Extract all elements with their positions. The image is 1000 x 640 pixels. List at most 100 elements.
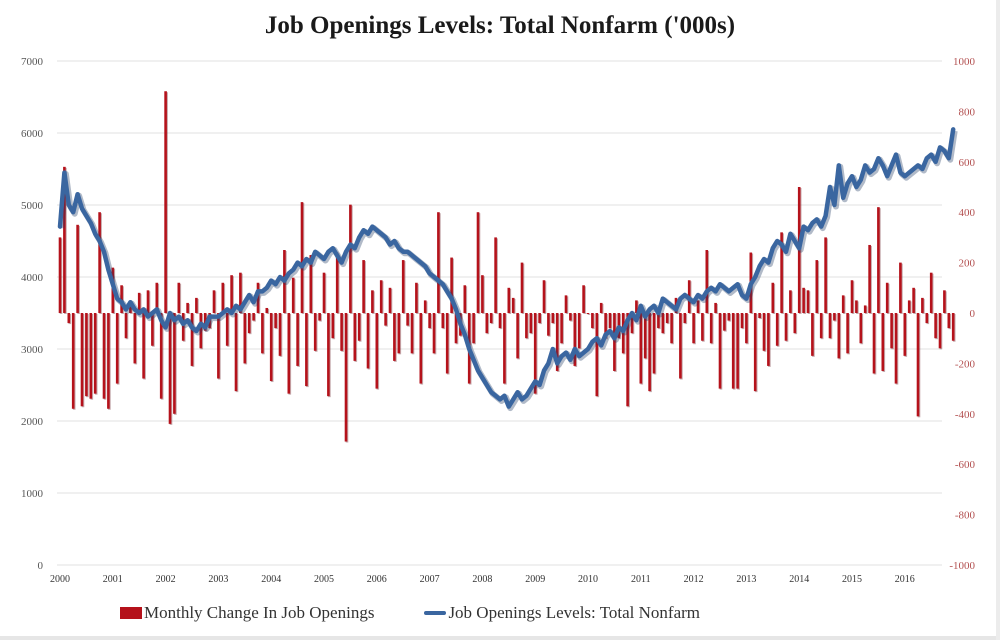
bar	[247, 313, 251, 334]
bar	[58, 237, 62, 313]
x-axis-tick-label: 2015	[842, 574, 862, 585]
bar	[296, 313, 299, 366]
bar	[186, 302, 189, 313]
bar	[899, 262, 902, 313]
bar	[415, 282, 418, 313]
bar	[837, 313, 841, 359]
bar	[265, 307, 269, 313]
bar	[784, 313, 788, 341]
bar	[71, 313, 75, 409]
x-axis-tick-label: 2016	[895, 574, 915, 585]
bar	[555, 313, 559, 371]
bar	[740, 313, 744, 329]
bar	[714, 302, 717, 313]
x-axis-tick-label: 2000	[50, 574, 70, 585]
bar	[652, 313, 656, 374]
bar	[806, 290, 810, 313]
bar	[371, 290, 374, 313]
bar	[454, 313, 458, 344]
right-axis-tick-label: 0	[970, 308, 976, 320]
bar	[177, 282, 181, 313]
bar	[212, 290, 216, 313]
bar	[494, 237, 497, 313]
bar	[155, 282, 159, 313]
bar	[727, 313, 731, 321]
bar	[287, 313, 291, 394]
bar	[441, 313, 445, 329]
bar	[925, 313, 929, 324]
bar	[811, 313, 814, 356]
bar	[498, 313, 502, 329]
bar	[643, 313, 647, 359]
legend: Monthly Change In Job Openings Job Openi…	[120, 603, 750, 623]
bar	[705, 250, 709, 313]
bar	[243, 313, 247, 364]
bar	[520, 262, 524, 313]
bar	[423, 300, 427, 313]
bar-shadow	[587, 314, 591, 315]
x-axis-tick-label: 2003	[208, 574, 228, 585]
bar	[551, 313, 555, 324]
bar	[401, 260, 405, 313]
bar	[701, 313, 704, 341]
bar	[507, 287, 511, 313]
right-axis-tick-label: -200	[955, 358, 976, 370]
bar	[833, 313, 836, 321]
bar	[76, 224, 79, 313]
bar	[648, 313, 651, 392]
bar	[313, 313, 317, 351]
bar	[137, 292, 141, 313]
bar	[943, 290, 946, 313]
bar	[683, 313, 687, 324]
bar	[771, 282, 775, 313]
legend-item-monthly-change[interactable]: Monthly Change In Job Openings	[120, 603, 374, 623]
bar	[335, 252, 339, 313]
bar	[115, 313, 119, 384]
bar	[269, 313, 273, 382]
bar	[159, 313, 163, 399]
bar	[560, 313, 563, 344]
bar	[406, 313, 409, 326]
right-axis-tick-label: 400	[959, 207, 976, 219]
left-axis-tick-label: 0	[38, 560, 44, 572]
bar	[934, 313, 937, 339]
right-axis-tick-label: -800	[955, 510, 976, 522]
bar	[437, 212, 440, 313]
bar	[107, 313, 110, 409]
legend-line-swatch-icon	[424, 611, 447, 615]
bar	[225, 313, 229, 346]
bar	[692, 313, 695, 344]
bar	[322, 272, 326, 313]
bar	[775, 313, 779, 346]
right-axis: -1000 -800 -600 -400 -200 0 200 400 600 800 1000	[949, 56, 975, 572]
right-axis-tick-label: 800	[959, 106, 976, 118]
bar	[261, 313, 264, 354]
bar	[89, 313, 93, 399]
x-axis-tick-label: 2004	[261, 574, 281, 585]
bar	[850, 280, 854, 313]
left-axis-tick-label: 3000	[21, 344, 44, 356]
chart-title: Job Openings Levels: Total Nonfarm ('000…	[264, 12, 736, 39]
bar	[476, 212, 480, 313]
x-axis-tick-label: 2011	[631, 574, 651, 585]
bar	[753, 313, 757, 392]
bar	[582, 285, 585, 313]
bar	[547, 313, 550, 336]
bar	[503, 313, 506, 384]
bar	[573, 313, 577, 366]
bar	[230, 275, 233, 313]
bar	[542, 280, 546, 313]
bar	[331, 313, 335, 339]
bar	[120, 285, 123, 313]
bar	[239, 272, 242, 313]
bar	[357, 313, 361, 341]
legend-item-job-openings-level[interactable]: Job Openings Levels: Total Nonfarm	[424, 603, 700, 623]
bar	[252, 313, 255, 321]
right-axis-tick-label: -400	[955, 409, 976, 421]
bar	[63, 166, 66, 313]
bar	[379, 280, 383, 313]
bar	[709, 313, 713, 344]
bar	[463, 285, 467, 313]
bar	[951, 313, 955, 341]
